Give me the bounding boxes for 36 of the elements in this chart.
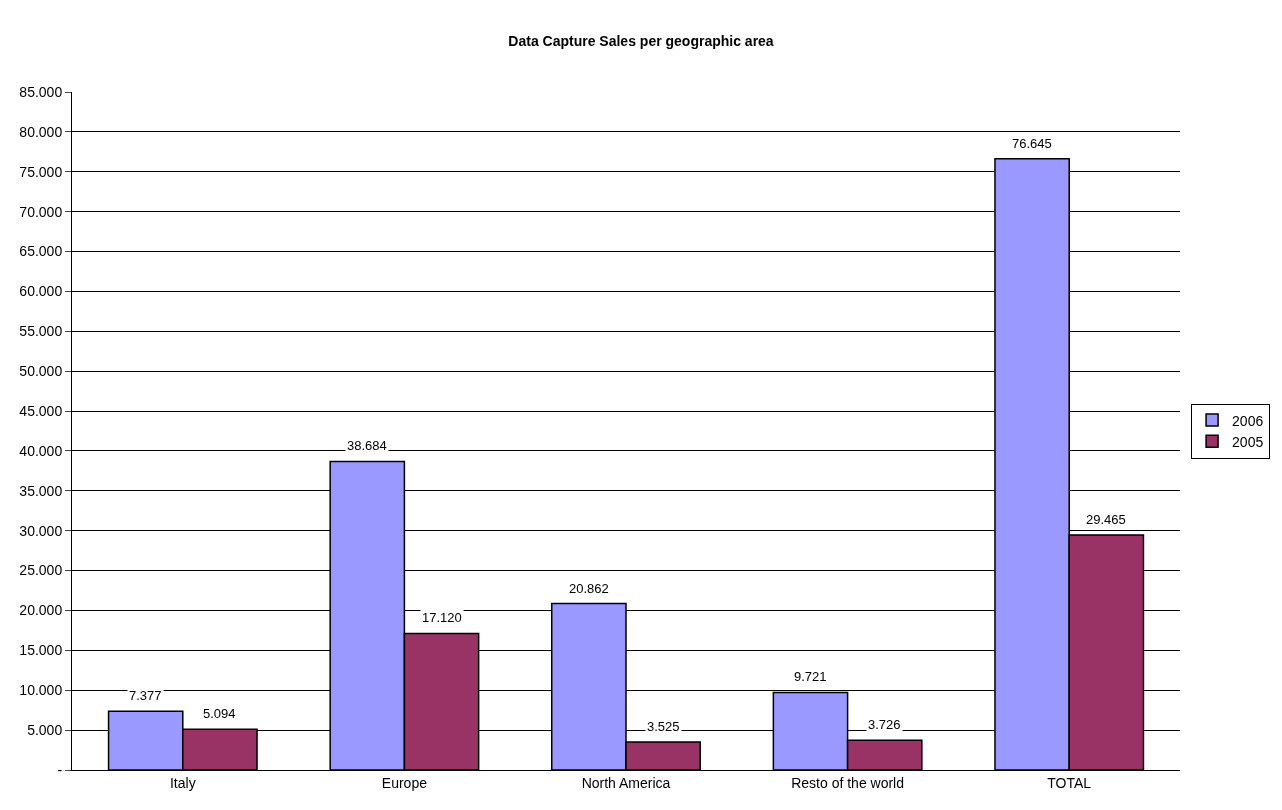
x-tick-label: North America [581, 774, 671, 791]
data-label: 38.684 [347, 438, 387, 453]
x-tick-label: Europe [381, 774, 428, 791]
y-tick-label: 5.000 [27, 722, 63, 739]
data-label: 20.862 [569, 581, 609, 596]
x-tick-label: TOTAL [1047, 774, 1092, 791]
data-label: 29.465 [1086, 512, 1126, 527]
y-tick-label: 45.000 [19, 402, 63, 419]
y-tick-label: 75.000 [19, 163, 63, 180]
y-tick-label: - [57, 761, 63, 778]
y-tick-label: 30.000 [19, 522, 63, 539]
y-tick-label: 65.000 [19, 243, 63, 260]
y-tick-label: 60.000 [19, 283, 63, 300]
y-tick-label: 10.000 [19, 682, 63, 699]
y-tick-label: 70.000 [19, 203, 63, 220]
y-tick-label: 15.000 [19, 642, 63, 659]
y-tick-label: 80.000 [19, 123, 63, 140]
y-tick-label: 85.000 [19, 83, 63, 100]
y-tick-label: 25.000 [19, 562, 63, 579]
y-tick-label: 20.000 [19, 602, 63, 619]
data-label: 17.120 [422, 610, 462, 625]
data-label: 3.525 [647, 719, 680, 734]
y-tick-label: 55.000 [19, 323, 63, 340]
y-tick-label: 40.000 [19, 442, 63, 459]
y-tick-label: 35.000 [19, 482, 63, 499]
data-label: 3.726 [868, 717, 901, 732]
x-tick-label: Italy [169, 774, 196, 791]
legend-label: 2006 [1232, 412, 1264, 429]
data-label: 9.721 [794, 669, 827, 684]
y-tick-label: 50.000 [19, 363, 63, 380]
data-label: 5.094 [203, 706, 236, 721]
chart-title: Data Capture Sales per geographic area [508, 33, 774, 50]
x-tick-label: Resto of the world [791, 774, 905, 791]
data-label: 7.377 [129, 688, 162, 703]
data-label: 76.645 [1012, 136, 1052, 151]
legend-label: 2005 [1232, 433, 1264, 450]
